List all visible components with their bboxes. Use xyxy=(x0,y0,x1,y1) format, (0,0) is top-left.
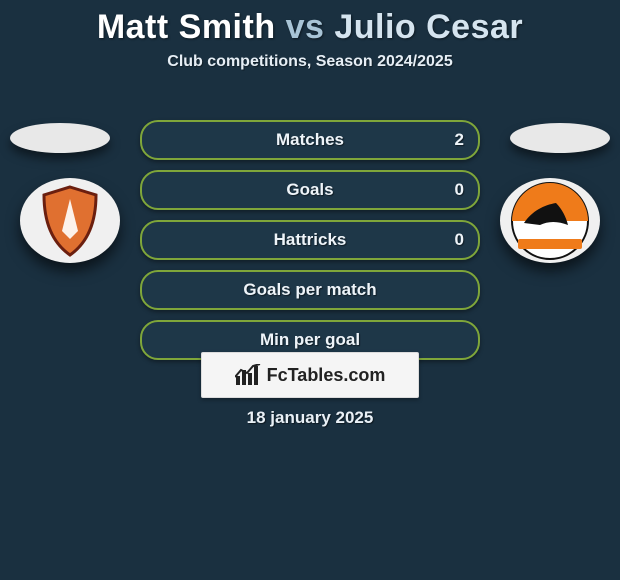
subtitle: Club competitions, Season 2024/2025 xyxy=(0,53,620,71)
player1-name: Matt Smith xyxy=(97,8,276,46)
stat-right-value: 0 xyxy=(455,180,464,200)
player2-name: Julio Cesar xyxy=(334,8,523,46)
stat-label: Min per goal xyxy=(142,330,478,350)
club-circle-icon xyxy=(510,181,590,261)
stat-label: Hattricks xyxy=(142,230,478,250)
date-text: 18 january 2025 xyxy=(0,408,620,428)
stat-row-goals-per-match: Goals per match xyxy=(140,270,480,310)
stat-label: Goals per match xyxy=(142,280,478,300)
brand-text: FcTables.com xyxy=(267,365,386,386)
club1-badge xyxy=(20,178,120,263)
brand-badge: FcTables.com xyxy=(201,352,419,398)
stat-row-matches: Matches 2 xyxy=(140,120,480,160)
stat-row-hattricks: Hattricks 0 xyxy=(140,220,480,260)
vs-text: vs xyxy=(286,8,325,46)
shield-icon xyxy=(39,185,101,257)
page-title: Matt Smith vs Julio Cesar xyxy=(0,0,620,47)
club2-badge xyxy=(500,178,600,263)
stat-right-value: 0 xyxy=(455,230,464,250)
player2-avatar xyxy=(510,123,610,153)
stat-label: Matches xyxy=(142,130,478,150)
bars-icon xyxy=(235,364,261,386)
stat-right-value: 2 xyxy=(455,130,464,150)
stats-container: Matches 2 Goals 0 Hattricks 0 Goals per … xyxy=(140,120,480,370)
stat-label: Goals xyxy=(142,180,478,200)
stat-row-goals: Goals 0 xyxy=(140,170,480,210)
player1-avatar xyxy=(10,123,110,153)
